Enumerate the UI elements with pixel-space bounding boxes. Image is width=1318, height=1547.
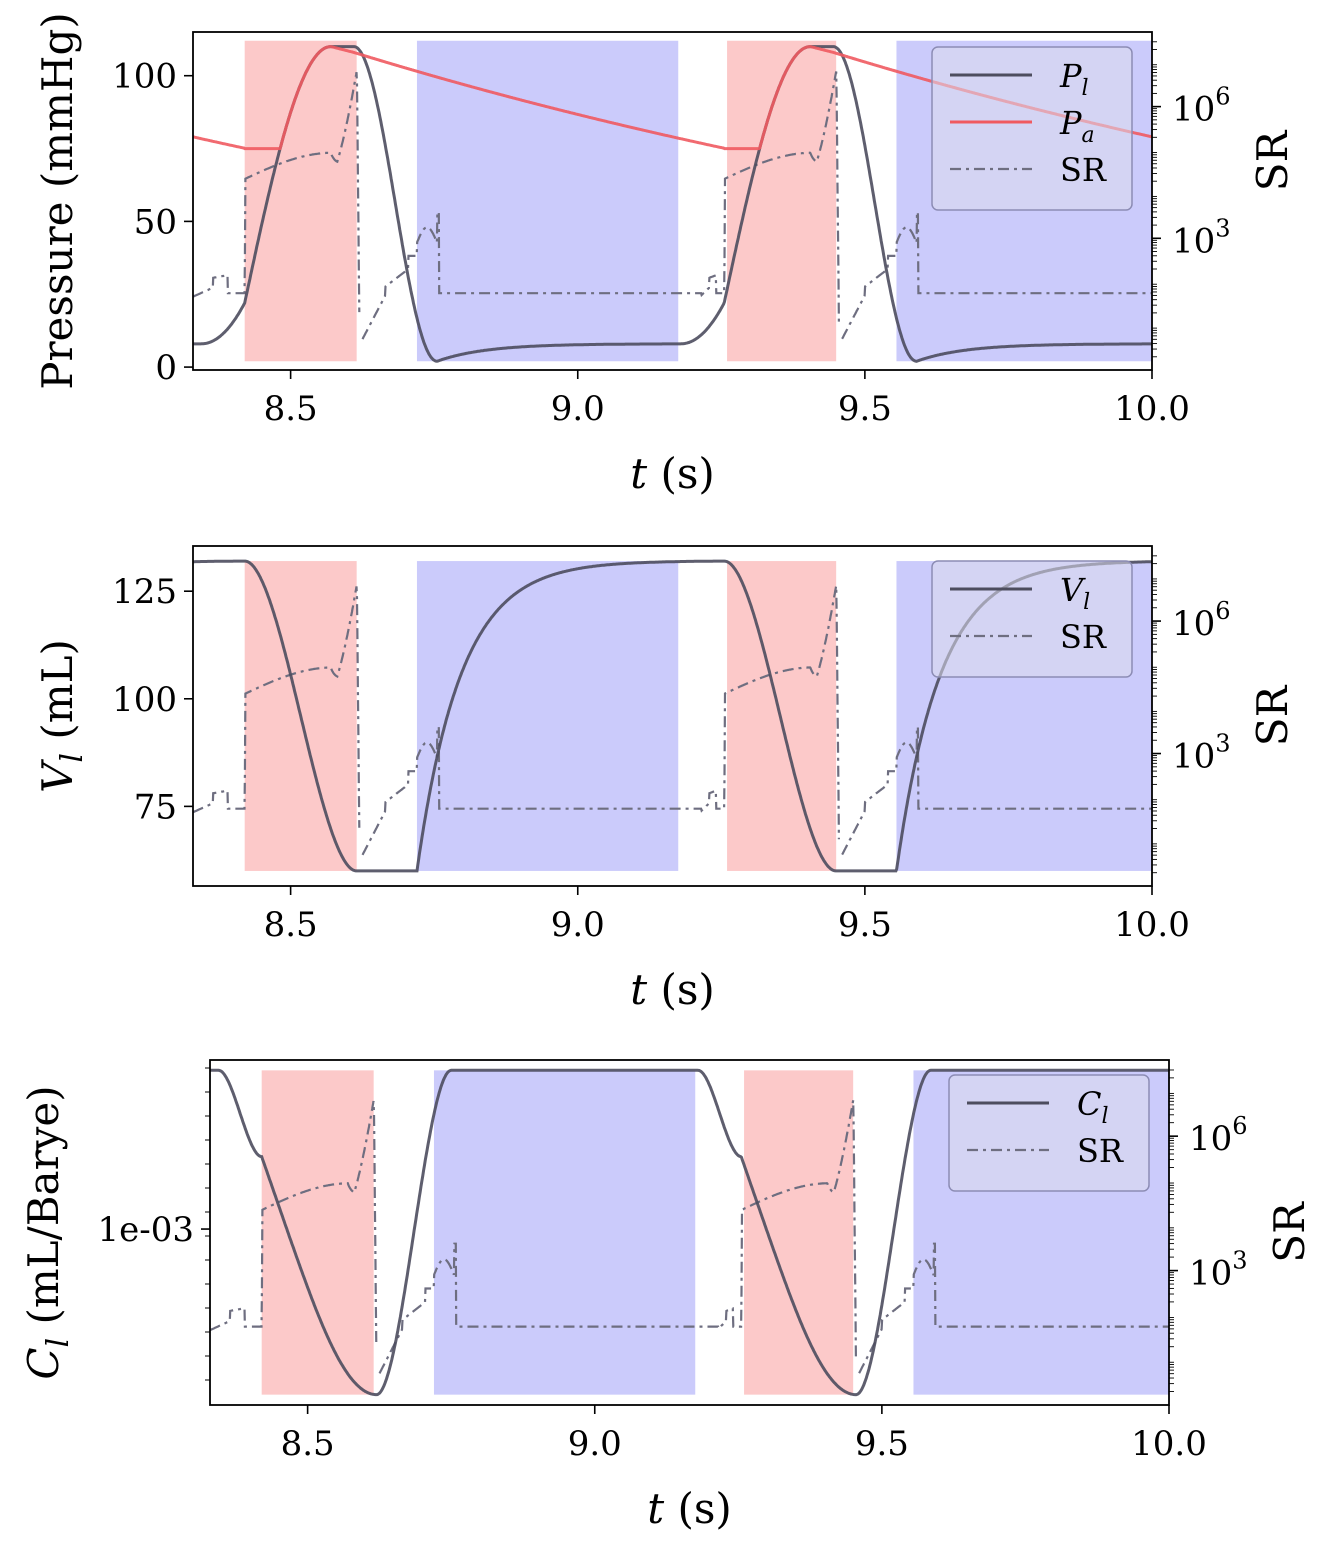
sr-series-segment [210,1100,378,1346]
sr-series-segment [858,1242,1169,1374]
sr-tick-label: 106 [1172,83,1231,130]
x-tick-label: 10.0 [1114,389,1190,429]
legend-entry: Cl [1077,1085,1109,1129]
filling-band-1 [416,40,679,362]
y-axis-label: Cl (mL/Barye) [19,1085,76,1379]
sr-tick-label: 106 [1172,597,1231,644]
panel-volume: 8.5 9.0 9.5 10.0 75 100 125 103 106 t (s) Vl (mL) S… [33,545,1297,1014]
y-tick-label: 75 [134,787,177,827]
sr-axis-label: SR [1248,129,1297,191]
pl-series-line [193,45,1152,363]
legend-entry: SR [1060,618,1107,656]
x-axis-label: t (s) [630,965,715,1014]
y-tick-label: 50 [134,202,177,242]
legend-entry: Vl [1060,571,1090,615]
x-tick-label: 9.5 [838,905,892,945]
ejection-band-2 [727,40,837,362]
x-axis-label: t (s) [647,1484,732,1533]
ejection-band-2 [744,1070,854,1395]
x-tick-label: 9.5 [855,1424,909,1464]
legend-entry: SR [1077,1132,1124,1170]
cl-series-line [210,1068,1169,1397]
sr-axis-label: SR [1248,684,1297,746]
sr-series-segment [193,586,361,828]
filling-band-1 [433,1070,696,1395]
y-tick-label: 1e-03 [97,1210,194,1250]
x-tick-label: 8.5 [264,905,318,945]
x-tick-label: 9.0 [551,905,605,945]
x-axis-label: t (s) [630,449,715,498]
sr-tick-label: 106 [1189,1112,1248,1159]
sr-series-segment [378,1100,857,1374]
x-tick-label: 8.5 [281,1424,335,1464]
legend-entry: Pl [1059,57,1089,101]
sr-series-segment [361,71,840,340]
y-tick-label: 100 [112,680,177,720]
y-tick-label: 125 [112,572,177,612]
panel-compliance: 8.5 9.0 9.5 10.0 1e-03 103 106 t (s) Cl (mL/Bary… [19,1059,1314,1533]
x-tick-label: 10.0 [1114,905,1190,945]
sr-tick-label: 103 [1172,730,1231,777]
ejection-band-1 [244,40,357,362]
x-tick-label: 8.5 [264,389,318,429]
ejection-band-1 [261,1070,374,1395]
x-tick-label: 9.0 [568,1424,622,1464]
sr-axis-label: SR [1265,1201,1314,1263]
y-tick-label: 0 [155,348,177,388]
y-axis-label: Pressure (mmHg) [33,12,82,390]
sr-series-segment [841,725,1152,856]
y-tick-label: 100 [112,57,177,97]
x-tick-label: 10.0 [1131,1424,1207,1464]
x-tick-label: 9.5 [838,389,892,429]
legend-entry: SR [1060,151,1107,189]
sr-tick-label: 103 [1172,214,1231,261]
sr-series-segment [841,210,1152,340]
y-axis-label: Vl (mL) [33,639,90,793]
legend-entry: Pa [1059,104,1095,148]
filling-band-1 [416,561,679,871]
sr-series-segment [361,585,840,856]
x-tick-label: 9.0 [551,389,605,429]
sr-tick-label: 103 [1189,1247,1248,1294]
panel-pressure: 8.5 9.0 9.5 10.0 0 50 100 103 106 t (s) Pressure (… [33,12,1297,498]
